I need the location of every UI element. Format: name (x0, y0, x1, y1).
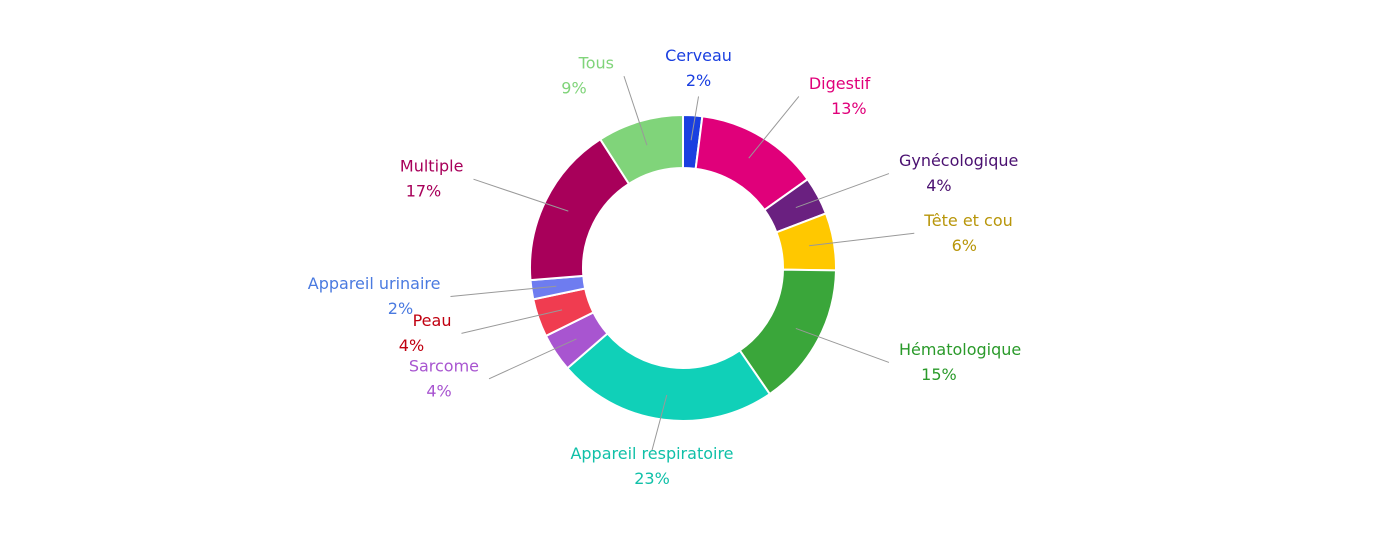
leader-line (795, 327, 890, 363)
slice-value: 15% (921, 365, 957, 384)
slice (565, 332, 772, 422)
slice-value: 2% (388, 299, 413, 318)
slice-value: 4% (399, 336, 424, 355)
leader-line (795, 173, 890, 209)
slice (598, 113, 684, 186)
leader-line (450, 285, 557, 297)
slice-label: Multiple (400, 157, 464, 176)
slice-label: Digestif (809, 74, 871, 93)
slice-value: 4% (426, 381, 451, 400)
leader-line (488, 338, 577, 380)
slice-value: 6% (952, 236, 977, 255)
slice-label: Tous (578, 54, 614, 73)
slice-label: Appareil urinaire (308, 274, 441, 293)
slice-value: 2% (686, 71, 711, 90)
leader-line (651, 394, 668, 451)
slice-value: 13% (831, 99, 867, 118)
slice-value: 9% (561, 79, 586, 98)
slice-label: Hématologique (899, 340, 1021, 359)
slice-label: Sarcome (409, 356, 479, 375)
slice-value: 23% (634, 469, 670, 488)
leader-line (461, 309, 563, 334)
slice-value: 4% (926, 176, 951, 195)
leader-line (690, 96, 700, 141)
slice-value: 17% (406, 182, 442, 201)
slice-label: Peau (413, 311, 452, 330)
leader-line (623, 75, 648, 146)
leader-line (808, 232, 915, 247)
leader-line (473, 178, 569, 212)
slice-label: Tête et cou (923, 211, 1013, 230)
slice-label: Cerveau (665, 46, 732, 65)
slice-label: Appareil respiratoire (570, 444, 733, 463)
leader-line (748, 96, 800, 159)
slice-label: Gynécologique (899, 151, 1018, 170)
